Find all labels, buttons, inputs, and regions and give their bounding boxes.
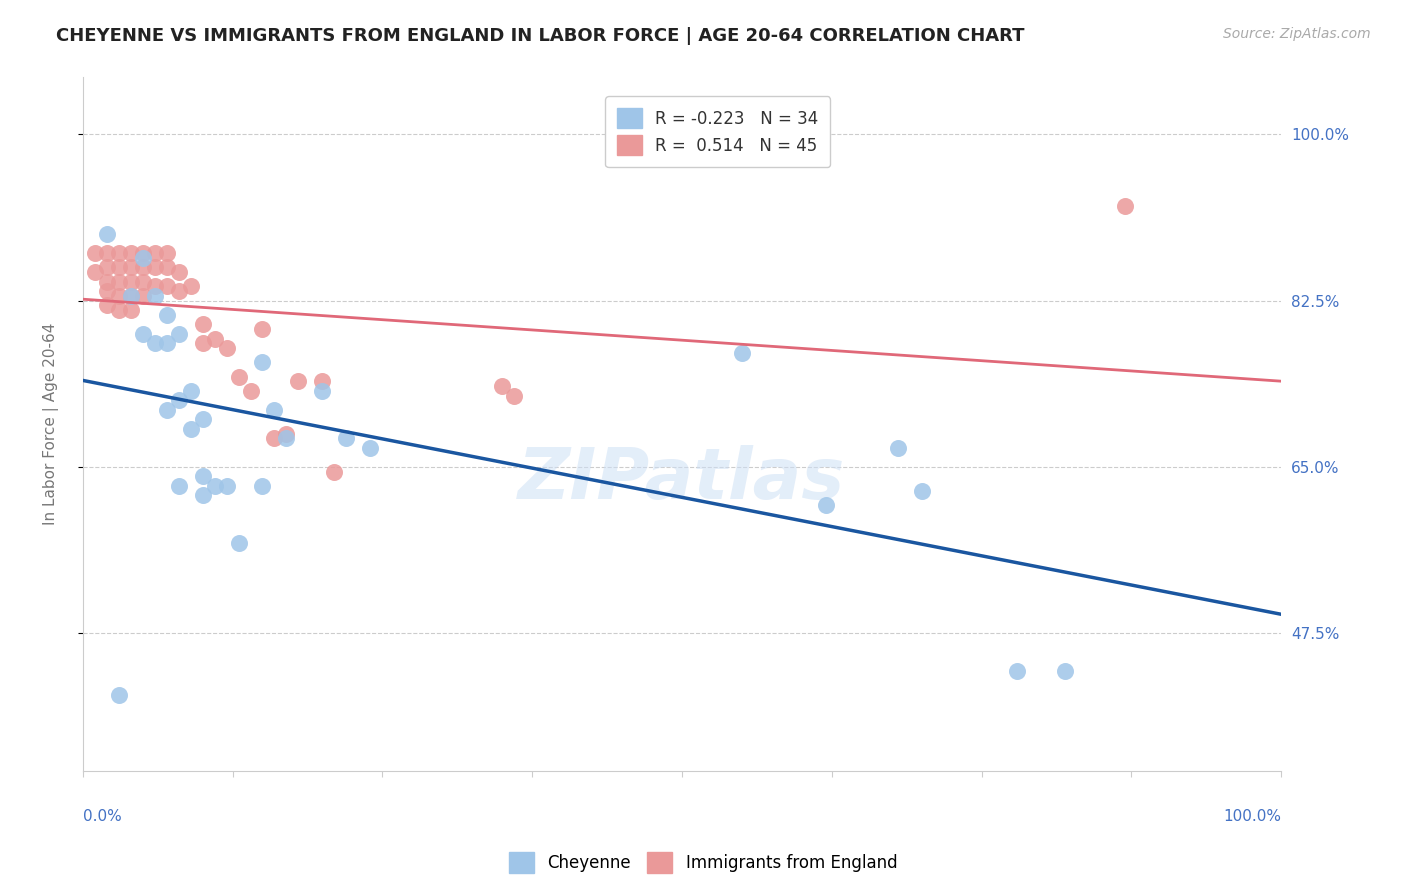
- Point: [143, 336, 166, 351]
- Point: [228, 369, 250, 384]
- Point: [191, 488, 214, 502]
- Legend: Cheyenne, Immigrants from England: Cheyenne, Immigrants from England: [502, 846, 904, 880]
- Point: [120, 303, 142, 318]
- Point: [180, 422, 202, 436]
- Point: [191, 412, 214, 426]
- Text: 100.0%: 100.0%: [1223, 809, 1281, 824]
- Point: [1054, 664, 1077, 678]
- Point: [731, 346, 754, 360]
- Point: [120, 260, 142, 275]
- Point: [204, 479, 226, 493]
- Point: [263, 402, 285, 417]
- Point: [263, 431, 285, 445]
- Point: [167, 479, 190, 493]
- Point: [167, 326, 190, 341]
- Point: [180, 384, 202, 398]
- Point: [252, 479, 274, 493]
- Point: [191, 469, 214, 483]
- Point: [180, 279, 202, 293]
- Point: [311, 375, 333, 389]
- Point: [167, 265, 190, 279]
- Point: [276, 431, 298, 445]
- Point: [335, 431, 357, 445]
- Point: [107, 275, 129, 289]
- Point: [107, 688, 129, 702]
- Point: [503, 388, 526, 402]
- Point: [886, 441, 908, 455]
- Point: [131, 260, 153, 275]
- Point: [276, 426, 298, 441]
- Point: [131, 289, 153, 303]
- Point: [167, 284, 190, 298]
- Point: [814, 498, 837, 512]
- Point: [120, 289, 142, 303]
- Point: [107, 246, 129, 260]
- Point: [156, 260, 179, 275]
- Point: [191, 318, 214, 332]
- Point: [96, 246, 118, 260]
- Point: [96, 275, 118, 289]
- Point: [120, 289, 142, 303]
- Point: [156, 402, 179, 417]
- Point: [323, 465, 346, 479]
- Point: [120, 275, 142, 289]
- Point: [491, 379, 513, 393]
- Point: [191, 336, 214, 351]
- Point: [156, 308, 179, 322]
- Point: [120, 246, 142, 260]
- Point: [83, 265, 105, 279]
- Point: [131, 251, 153, 265]
- Point: [131, 246, 153, 260]
- Point: [156, 246, 179, 260]
- Text: 0.0%: 0.0%: [83, 809, 121, 824]
- Point: [156, 279, 179, 293]
- Point: [1007, 664, 1029, 678]
- Y-axis label: In Labor Force | Age 20-64: In Labor Force | Age 20-64: [44, 323, 59, 525]
- Point: [215, 479, 238, 493]
- Legend: R = -0.223   N = 34, R =  0.514   N = 45: R = -0.223 N = 34, R = 0.514 N = 45: [606, 96, 831, 167]
- Text: ZIPatlas: ZIPatlas: [519, 445, 845, 514]
- Text: Source: ZipAtlas.com: Source: ZipAtlas.com: [1223, 27, 1371, 41]
- Point: [96, 227, 118, 241]
- Point: [204, 332, 226, 346]
- Point: [167, 393, 190, 408]
- Point: [107, 260, 129, 275]
- Point: [1114, 199, 1136, 213]
- Point: [131, 275, 153, 289]
- Point: [311, 384, 333, 398]
- Point: [96, 284, 118, 298]
- Point: [156, 336, 179, 351]
- Point: [143, 246, 166, 260]
- Point: [143, 289, 166, 303]
- Point: [107, 289, 129, 303]
- Point: [131, 326, 153, 341]
- Point: [252, 355, 274, 369]
- Point: [215, 341, 238, 355]
- Point: [228, 535, 250, 549]
- Point: [252, 322, 274, 336]
- Point: [107, 303, 129, 318]
- Point: [83, 246, 105, 260]
- Point: [143, 279, 166, 293]
- Point: [359, 441, 381, 455]
- Text: CHEYENNE VS IMMIGRANTS FROM ENGLAND IN LABOR FORCE | AGE 20-64 CORRELATION CHART: CHEYENNE VS IMMIGRANTS FROM ENGLAND IN L…: [56, 27, 1025, 45]
- Point: [96, 298, 118, 312]
- Point: [239, 384, 262, 398]
- Point: [910, 483, 932, 498]
- Point: [287, 375, 309, 389]
- Point: [96, 260, 118, 275]
- Point: [143, 260, 166, 275]
